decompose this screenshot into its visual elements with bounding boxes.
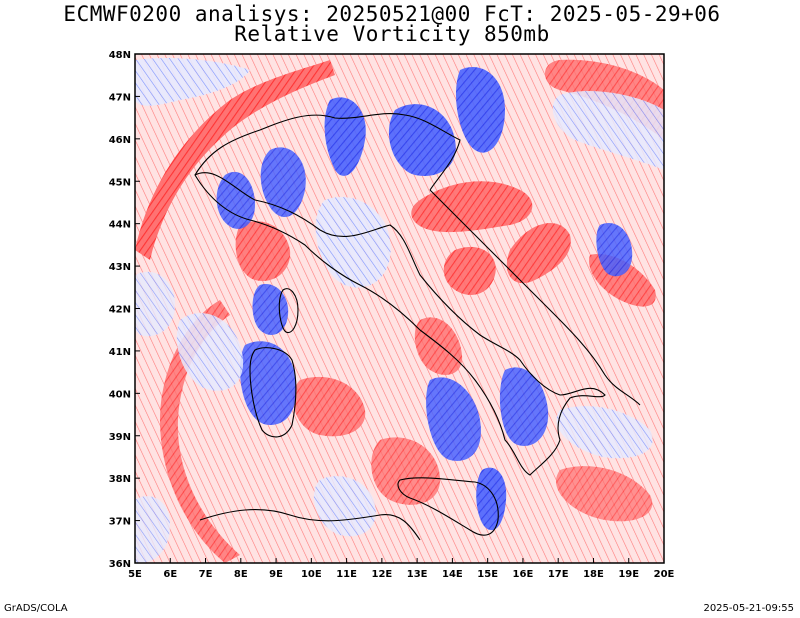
y-tick-label: 44N	[109, 220, 131, 231]
africa-coastline	[199, 509, 421, 541]
y-tick-label: 47N	[109, 92, 131, 103]
y-tick-label: 41N	[109, 347, 131, 358]
x-tick-label: 20E	[654, 569, 675, 580]
positive-vorticity-band	[235, 221, 291, 281]
sardinia-coastline	[249, 347, 297, 438]
negative-vorticity-region	[596, 222, 633, 277]
y-tick-label: 46N	[109, 135, 131, 146]
balkan-coastline	[429, 189, 641, 406]
y-axis: 36N 37N 38N 39N 40N 41N 42N 43N 44N 45N 46N 47N 48N	[109, 50, 140, 570]
positive-vorticity-band	[443, 246, 496, 295]
x-tick-label: 11E	[336, 569, 357, 580]
x-tick-label: 10E	[301, 569, 322, 580]
alps-border	[194, 113, 461, 191]
chart-subtitle: Relative Vorticity 850mb	[234, 22, 550, 46]
negative-vorticity-region	[315, 196, 391, 288]
negative-vorticity-region	[499, 367, 549, 446]
x-tick-label: 14E	[442, 569, 463, 580]
coastlines	[194, 113, 641, 541]
y-tick-label: 40N	[109, 389, 131, 400]
negative-vorticity-region	[135, 58, 250, 106]
contour-field	[135, 54, 664, 563]
y-tick-label: 48N	[109, 50, 131, 61]
x-tick-label: 5E	[128, 569, 142, 580]
footer-timestamp: 2025-05-21-09:55	[703, 603, 794, 614]
chart-title: ECMWF0200 analisys: 20250521@00 FcT: 202…	[63, 2, 721, 26]
positive-vorticity-band	[506, 223, 571, 284]
positive-vorticity-band	[414, 317, 463, 375]
negative-vorticity-region	[135, 271, 175, 337]
y-tick-label: 39N	[109, 432, 131, 443]
x-axis: 5E 6E 7E 8E 9E 10E 11E 12E 13E 14E 15E 16E 17E 18E 19E…	[128, 558, 675, 580]
x-tick-label: 12E	[371, 569, 392, 580]
positive-vorticity-band	[292, 376, 366, 437]
x-tick-label: 19E	[618, 569, 639, 580]
negative-vorticity-region	[556, 406, 653, 459]
x-tick-label: 9E	[269, 569, 283, 580]
italy-coastline	[194, 172, 606, 476]
y-tick-label: 43N	[109, 262, 131, 273]
x-tick-label: 7E	[199, 569, 213, 580]
negative-vorticity-region	[388, 104, 456, 176]
y-tick-label: 36N	[109, 559, 131, 570]
negative-vorticity-region	[176, 313, 244, 391]
negative-vorticity-region	[426, 377, 481, 461]
negative-vorticity-region	[260, 147, 306, 218]
x-tick-label: 16E	[513, 569, 534, 580]
corsica-coastline	[278, 288, 299, 334]
footer-credit: GrADS/COLA	[4, 603, 68, 614]
positive-vorticity-band	[160, 300, 240, 563]
positive-vorticity-band	[135, 60, 335, 260]
y-tick-label: 38N	[109, 474, 131, 485]
x-tick-label: 18E	[583, 569, 604, 580]
x-tick-label: 15E	[477, 569, 498, 580]
x-tick-label: 17E	[548, 569, 569, 580]
positive-vorticity-band	[411, 181, 533, 233]
negative-vorticity-region	[135, 496, 170, 563]
x-tick-label: 6E	[163, 569, 177, 580]
x-tick-label: 13E	[407, 569, 428, 580]
positive-vorticity-band	[556, 466, 653, 522]
sicily-coastline	[397, 477, 499, 536]
y-tick-label: 37N	[109, 517, 131, 528]
negative-vorticity-region	[252, 284, 289, 335]
y-tick-label: 42N	[109, 305, 131, 316]
negative-vorticity-region	[455, 66, 505, 153]
y-tick-label: 45N	[109, 177, 131, 188]
negative-vorticity-region	[552, 90, 664, 170]
x-tick-label: 8E	[234, 569, 248, 580]
negative-vorticity-region	[216, 171, 255, 229]
positive-vorticity-band	[371, 437, 440, 505]
